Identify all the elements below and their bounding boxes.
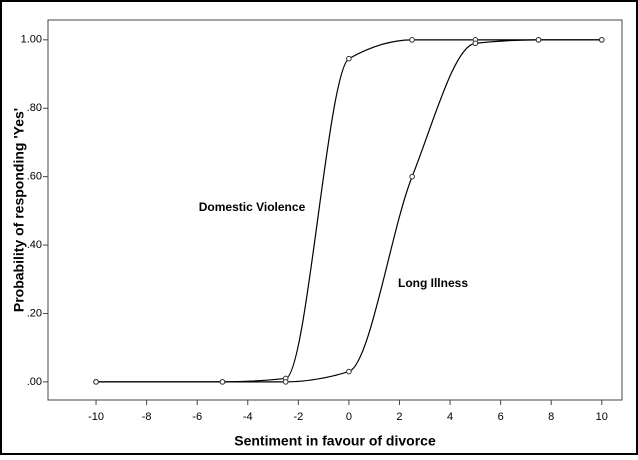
x-tick-label: -10: [88, 411, 104, 423]
y-tick-label: .60: [27, 171, 42, 183]
plot-frame: [47, 19, 623, 401]
data-point: [409, 173, 415, 180]
data-point: [535, 37, 542, 43]
series-label: Long Illness: [398, 276, 468, 290]
x-tick-label: 6: [498, 411, 504, 423]
data-point: [219, 379, 226, 385]
data-point: [346, 55, 352, 62]
data-point: [598, 37, 605, 43]
data-point: [282, 379, 289, 385]
data-point: [472, 40, 479, 47]
y-tick-label: 1.00: [21, 34, 42, 46]
y-tick-label: .00: [27, 376, 42, 388]
x-tick-label: 0: [346, 411, 352, 423]
y-tick-label: .80: [27, 102, 42, 114]
data-point: [93, 379, 99, 385]
x-tick-label: -4: [243, 411, 253, 423]
y-tick-label: .40: [27, 239, 42, 251]
y-tick-label: .20: [27, 307, 42, 319]
data-point: [409, 37, 415, 43]
x-tick-label: 8: [548, 411, 554, 423]
x-tick-label: 10: [596, 411, 608, 423]
y-axis-title: Probability of responding 'Yes': [11, 108, 27, 312]
x-axis-title: Sentiment in favour of divorce: [234, 433, 436, 449]
series-label: Domestic Violence: [199, 200, 306, 214]
x-tick-label: 2: [396, 411, 402, 423]
x-tick-label: 4: [447, 411, 453, 423]
x-tick-label: -6: [192, 411, 202, 423]
x-tick-label: -8: [142, 411, 152, 423]
data-point: [346, 368, 352, 375]
x-tick-label: -2: [293, 411, 303, 423]
